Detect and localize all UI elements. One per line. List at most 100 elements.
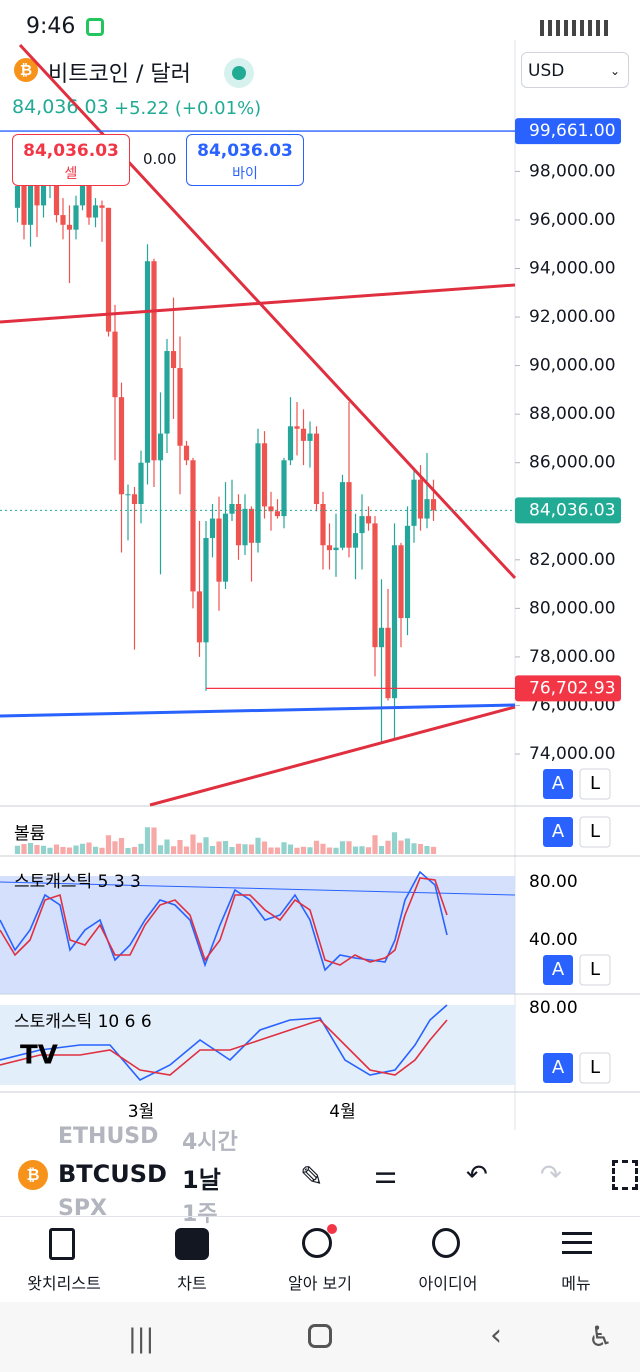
log-button[interactable] — [579, 1052, 611, 1084]
candle-body — [60, 215, 66, 225]
volume-bar — [229, 847, 235, 854]
candle-body — [248, 508, 255, 543]
log-button[interactable] — [579, 954, 611, 986]
candle-body — [209, 518, 216, 538]
currency-select[interactable]: USD ⌄ — [521, 52, 629, 88]
nav-menu[interactable]: 메뉴 — [561, 1274, 591, 1293]
recents[interactable]: ||| — [128, 1324, 155, 1354]
price-change: +5.22 (+0.01%) — [114, 98, 262, 119]
candle-body — [118, 397, 125, 495]
candle-body — [105, 207, 112, 332]
volume-bar — [274, 847, 281, 854]
candle-body — [326, 545, 333, 551]
nav-explore[interactable]: 알아 보기 — [288, 1274, 352, 1293]
toolbar-symbol[interactable]: BTCUSD — [58, 1160, 167, 1188]
symbol-ghost: SPX — [58, 1196, 107, 1221]
volume-bar — [339, 841, 346, 854]
volume-bar — [27, 843, 34, 854]
candle-body — [411, 479, 417, 526]
tv-logo: TV — [20, 1041, 58, 1071]
candle-body — [430, 499, 437, 511]
symbol-name[interactable]: 비트코인 / 달러 — [48, 62, 191, 87]
candle-body — [261, 443, 268, 507]
nav-chart[interactable]: 차트 — [177, 1274, 207, 1293]
currency: USD — [528, 61, 565, 81]
volume-bar — [138, 843, 144, 854]
stoch-d — [0, 877, 448, 966]
redo[interactable]: ↷ — [540, 1160, 562, 1190]
candle-body — [170, 351, 177, 369]
volume-bar — [73, 845, 79, 854]
volume-bar — [242, 844, 248, 854]
home[interactable] — [308, 1324, 332, 1348]
log-button[interactable] — [579, 768, 611, 800]
candle-body — [268, 506, 274, 512]
volume-bar — [209, 846, 216, 854]
buy-price: 84,036.03 — [197, 141, 293, 161]
toolbar-interval[interactable]: 1날 — [182, 1166, 221, 1194]
status-icons — [540, 20, 610, 36]
nav-ideas[interactable]: 아이디어 — [418, 1274, 478, 1293]
buy-box[interactable] — [186, 134, 304, 186]
system-nav: ||| ‹ ♿ — [0, 1302, 640, 1372]
nav-watchlist[interactable]: 왓치리스트 — [27, 1274, 101, 1293]
fullscreen[interactable] — [612, 1160, 638, 1190]
candle-body — [242, 508, 248, 546]
candle-body — [281, 460, 287, 517]
volume-bar — [66, 847, 73, 854]
candle-body — [352, 533, 359, 548]
auto-button[interactable] — [543, 955, 573, 985]
draw-tool[interactable]: ✎ — [300, 1160, 324, 1193]
volume-bar — [216, 841, 222, 854]
volume-bar — [79, 843, 86, 854]
volume-bar — [378, 846, 385, 854]
auto-button[interactable] — [543, 1053, 573, 1083]
nav-badge — [327, 1224, 337, 1234]
y-tick-label: 74,000.00 — [529, 744, 616, 764]
y-tick-label: 82,000.00 — [529, 550, 616, 570]
candle-body — [385, 627, 391, 699]
volume-bar — [196, 842, 203, 854]
price-badge-label: 99,661.00 — [529, 121, 616, 141]
nav-icon — [432, 1228, 460, 1258]
auto-button-label: A — [552, 773, 565, 794]
nav-icon — [302, 1228, 332, 1258]
volume-bar — [359, 846, 365, 854]
panel-tick-label: 80.00 — [529, 872, 578, 892]
y-tick-label: 86,000.00 — [529, 453, 616, 473]
volume-bar — [365, 847, 372, 854]
panel-tick-label: 80.00 — [529, 998, 578, 1018]
x-tick-label: 4월 — [329, 1102, 355, 1122]
log-button-label: L — [590, 959, 600, 980]
volume-bar — [14, 845, 21, 854]
price-badge-label: 84,036.03 — [529, 500, 616, 520]
back[interactable]: ‹ — [490, 1318, 502, 1353]
x-tick-label: 3월 — [128, 1102, 154, 1122]
candle-body — [131, 494, 138, 504]
candle-body — [21, 185, 27, 225]
log-button[interactable] — [579, 816, 611, 848]
volume-bar — [203, 837, 209, 854]
volume-bar — [131, 847, 138, 854]
volume-bar — [307, 847, 313, 854]
volume-bar — [40, 845, 47, 854]
auto-button[interactable] — [543, 817, 573, 847]
log-button-label: L — [590, 1057, 600, 1078]
settings-tool[interactable]: ⚌ — [374, 1160, 398, 1190]
volume-bar — [404, 838, 411, 854]
auto-button-label: A — [552, 959, 565, 980]
log-button-label: L — [590, 773, 600, 794]
volume-bar — [92, 846, 99, 854]
candle-body — [144, 261, 151, 463]
divider — [0, 1216, 640, 1217]
volume-bar — [157, 845, 164, 854]
volume-bar — [105, 835, 112, 854]
market-status — [224, 58, 254, 88]
undo[interactable]: ↶ — [466, 1160, 488, 1190]
auto-button[interactable] — [543, 769, 573, 799]
candle-body — [125, 494, 131, 496]
log-button-label: L — [590, 821, 600, 842]
accessibility[interactable]: ♿ — [588, 1320, 614, 1353]
sell-box[interactable] — [12, 134, 130, 186]
candle-body — [157, 433, 164, 461]
